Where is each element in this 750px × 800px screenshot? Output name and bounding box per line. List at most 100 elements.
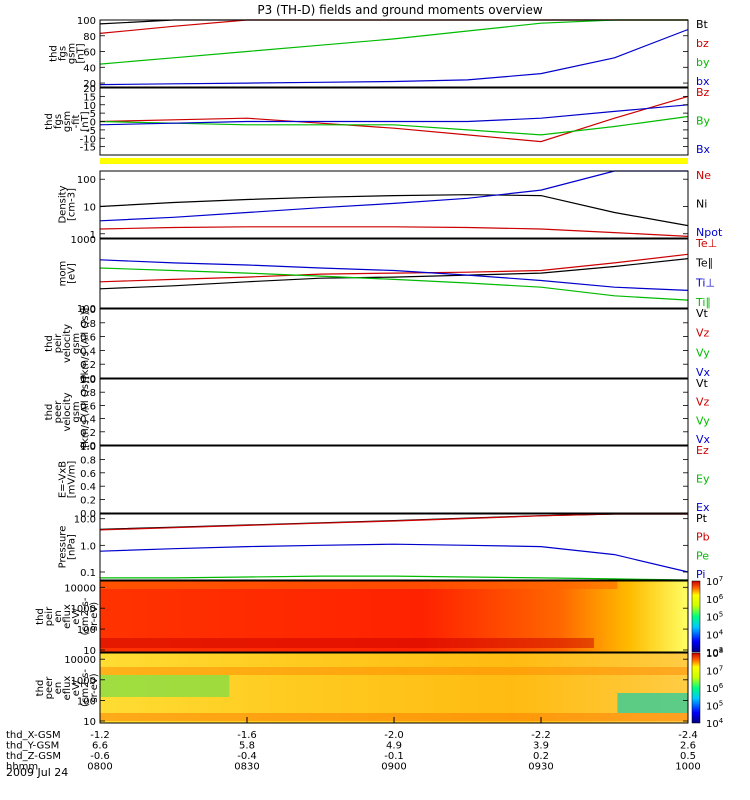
legend-label: Vz — [696, 396, 710, 409]
y-axis-label: fgs — [58, 46, 69, 61]
y-tick-label: 1.0 — [80, 541, 96, 552]
y-axis-label: thd — [44, 335, 55, 352]
x-tick-label: 3.9 — [533, 741, 549, 752]
y-tick-label: 0.0 — [80, 509, 96, 520]
y-axis-label: peir — [53, 333, 64, 353]
x-tick-label: 0900 — [381, 762, 406, 773]
series-line-Pi — [99, 543, 689, 573]
panels: Btbzbybx20406080100thdfgsgsm[nT]BzByBx-1… — [35, 16, 724, 730]
y-tick-label: 0.8 — [80, 319, 96, 330]
y-axis-label: gsm — [71, 333, 82, 354]
y-axis-label: velocity — [62, 392, 73, 431]
y-axis-label: peir — [44, 606, 55, 626]
x-tick-label: 0830 — [234, 762, 259, 773]
y-axis-label: (cm2-s- — [80, 597, 91, 635]
x-tick-label: -2.4 — [678, 730, 698, 741]
y-tick-label: 1 — [90, 230, 96, 241]
y-tick-label: 0.4 — [80, 482, 96, 493]
panel-7: Pt Pb Pe Pi 0.1 1.0 10.0 Pressure[nPa] — [58, 512, 710, 581]
y-axis-label: thd — [44, 113, 55, 130]
series-line-Ne — [99, 226, 689, 237]
panel-3: Te⊥ Te∥ Ti⊥ Ti∥ 100 1000 mom[eV] — [58, 235, 718, 315]
spectrogram-band — [100, 675, 230, 697]
legend-label: Vz — [696, 327, 710, 340]
y-axis-label: [km/s (All Qs)] — [80, 376, 91, 448]
panel-4: Vt Vz Vy Vx 0.0 0.2 0.4 0.6 0.8 1.0 thdpeirvelocit… — [44, 305, 711, 385]
y-tick-label: 0.6 — [80, 469, 96, 480]
y-tick-label: 0.2 — [80, 428, 96, 439]
y-axis-label: eV/ — [71, 679, 82, 696]
legend-label: Ne — [696, 169, 711, 182]
legend-label: Te∥ — [695, 257, 713, 270]
y-axis-label: [nT] — [80, 111, 91, 131]
legend-label: Ez — [696, 444, 709, 457]
series-line-Te⊥ — [99, 253, 689, 283]
legend-label: Vt — [696, 377, 709, 390]
legend-label: Vx — [696, 366, 711, 379]
y-axis-label: Pressure — [58, 526, 69, 569]
y-tick-label: 20 — [83, 84, 96, 95]
x-axis-row-label: thd_X-GSM — [6, 730, 61, 741]
legend-label: Ey — [696, 473, 710, 486]
y-axis-label: sr-eV) — [89, 673, 100, 702]
colorbar — [691, 652, 701, 724]
series-line-Ni — [99, 194, 689, 227]
y-tick-label: 0.8 — [80, 455, 96, 466]
y-axis-label: [mV/m] — [67, 461, 78, 499]
y-axis-label: (cm2-s- — [80, 669, 91, 707]
legend-label: Te⊥ — [695, 237, 717, 250]
y-axis-label: peer — [53, 400, 64, 424]
colorbar-tick-label: 107 — [706, 665, 723, 678]
y-tick-label: 0.1 — [80, 568, 96, 579]
y-tick-label: 1.0 — [80, 305, 96, 316]
x-tick-label: 0930 — [528, 762, 553, 773]
y-axis-label: en — [53, 682, 64, 695]
y-axis-label: [cm-3] — [67, 188, 78, 221]
y-axis-label: gsm — [71, 401, 82, 422]
x-tick-label: -0.4 — [237, 751, 257, 762]
y-tick-label: 0 — [90, 118, 96, 129]
legend-label: Bx — [696, 143, 711, 156]
panel-5: Vt Vz Vy Vx 0.0 0.2 0.4 0.6 0.8 1.0 thdpeervelocit… — [44, 375, 711, 452]
y-tick-label: 1.0 — [80, 442, 96, 453]
x-tick-label: 0800 — [87, 762, 112, 773]
x-axis-row-label: thd_Y-GSM — [6, 741, 59, 752]
series-line-Pb — [99, 513, 688, 531]
panel-frame — [99, 238, 689, 309]
y-axis-label: gsm — [62, 111, 73, 132]
y-tick-label: 80 — [83, 32, 96, 43]
x-tick-label: -0.1 — [384, 751, 404, 762]
legend-label: Npot — [696, 226, 723, 239]
y-tick-label: 1000 — [71, 604, 96, 615]
spectrogram-band — [617, 693, 688, 713]
y-tick-label: 0.2 — [80, 360, 96, 371]
legend-label: Bt — [696, 18, 709, 31]
y-tick-label: -5 — [86, 126, 96, 137]
series-line-Ti∥ — [99, 267, 689, 301]
y-axis-label: thd — [49, 45, 60, 62]
x-tick-label: -2.2 — [531, 730, 551, 741]
date-label: 2009 Jul 24 — [6, 766, 68, 779]
y-axis-label: eflux — [62, 604, 73, 629]
y-tick-label: 0.4 — [80, 415, 96, 426]
y-axis-label: thd — [35, 608, 46, 625]
colorbar-tick-label: 106 — [706, 682, 724, 695]
y-tick-label: 10000 — [64, 583, 96, 594]
y-tick-label: 100 — [77, 625, 96, 636]
panel-frame — [99, 308, 689, 379]
x-tick-label: 6.6 — [92, 741, 108, 752]
y-axis-label: mom — [58, 261, 69, 287]
y-axis-label: velocity — [62, 324, 73, 363]
legend-label: By — [696, 115, 711, 128]
y-axis-label: [nT] — [76, 43, 87, 63]
y-axis-label: en — [53, 610, 64, 623]
colorbar — [691, 580, 701, 653]
y-tick-label: 40 — [83, 63, 96, 74]
y-axis-label: gsm — [67, 43, 78, 64]
y-tick-label: 0.6 — [80, 333, 96, 344]
y-axis-label: E=-VxB — [58, 461, 69, 498]
y-tick-label: 0.6 — [80, 401, 96, 412]
spectrogram-band — [100, 667, 688, 675]
